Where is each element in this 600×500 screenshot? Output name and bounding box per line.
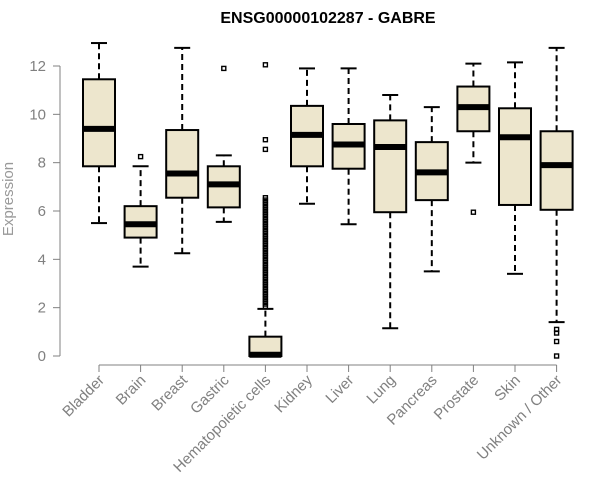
box-group [290,67,324,205]
x-tick-label: Kidney [271,371,316,416]
box-group [498,61,532,275]
boxes-group [82,42,574,359]
box-group [414,106,449,273]
x-tick-label: Breast [148,371,191,414]
outlier-point [262,62,269,68]
box-iqr [498,107,532,206]
y-tick-label: 0 [38,348,46,365]
box-iqr [165,129,200,199]
outlier-point [262,303,269,310]
outlier-point [553,338,560,345]
box-group [248,62,283,358]
outlier-point [553,353,560,359]
y-tick-label: 8 [38,155,46,172]
chart-title: ENSG00000102287 - GABRE [220,10,436,27]
box-group [82,42,116,225]
outlier-point [137,153,144,160]
box-iqr [539,130,574,211]
outlier-point [262,146,269,153]
box-group [373,94,408,330]
box-iqr [82,78,116,168]
y-tick-label: 10 [29,106,46,123]
box-group [123,153,158,268]
box-group [331,67,366,226]
y-tick-label: 6 [38,203,46,220]
y-tick-label: 4 [38,251,46,268]
outlier-point [221,65,227,72]
y-axis: 0 2 4 6 8 10 12 [29,58,61,365]
x-tick-label: Liver [322,372,357,407]
box-group [539,46,574,359]
box-group [165,46,200,255]
x-tick-label: Bladder [59,372,108,421]
y-tick-label: 12 [29,58,46,75]
box-group [456,62,491,215]
y-axis-label: Expression [0,162,17,236]
x-tick-label: Skin [491,372,524,405]
y-tick-label: 2 [38,300,46,317]
outlier-point [470,209,477,215]
box-group [206,65,241,223]
outlier-point [553,330,560,336]
outlier-point [262,137,269,143]
box-iqr [373,119,408,214]
x-tick-label: Brain [113,372,150,409]
x-tick-label: Prostate [431,372,483,424]
x-tick-label: Lung [363,372,399,408]
